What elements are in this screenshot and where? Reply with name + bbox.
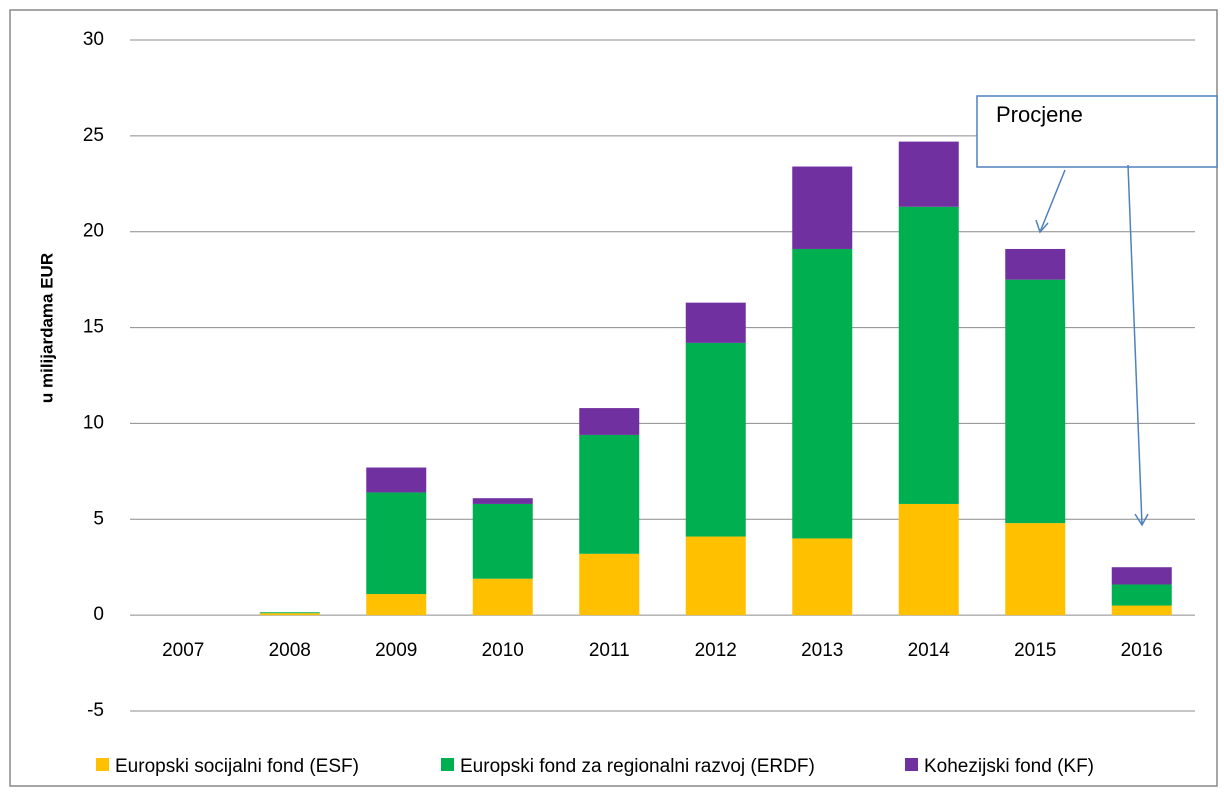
callout-box xyxy=(976,95,1218,168)
bar-segment xyxy=(685,302,746,343)
bar-segment xyxy=(1005,248,1066,280)
bar-segment xyxy=(579,553,640,616)
bar-segment xyxy=(259,612,320,614)
bar-segment xyxy=(472,498,533,504)
y-tick-label: 0 xyxy=(93,604,104,625)
bar-segment xyxy=(685,342,746,537)
x-tick-label: 2009 xyxy=(375,640,417,661)
bar-segment xyxy=(472,578,533,616)
y-tick-label: 5 xyxy=(93,508,104,529)
bar-segment xyxy=(1005,523,1066,616)
legend-swatch xyxy=(905,758,918,771)
x-tick-label: 2014 xyxy=(908,640,951,661)
x-tick-label: 2012 xyxy=(695,640,737,661)
bar-segment xyxy=(1111,584,1172,606)
bar-segment xyxy=(366,594,427,616)
plot-area: -5 0 5 10 15 20 25 30 2007 2008 2009 2010 2011 2012 20… xyxy=(83,29,1195,721)
bar-segment xyxy=(685,536,746,616)
legend-label: Europski socijalni fond (ESF) xyxy=(115,756,359,777)
legend-label: Europski fond za regionalni razvoj (ERDF… xyxy=(460,756,815,777)
y-tick-label: 25 xyxy=(83,125,104,146)
bar-segment xyxy=(792,166,853,249)
x-tick-label: 2013 xyxy=(801,640,843,661)
legend: Europski socijalni fond (ESF) Europski fo… xyxy=(96,756,1094,777)
x-tick-label: 2011 xyxy=(589,640,630,661)
bar-segment xyxy=(1111,567,1172,585)
x-tick-label: 2015 xyxy=(1014,640,1056,661)
bar-segment xyxy=(579,434,640,554)
legend-swatch xyxy=(441,758,454,771)
callout-arrows xyxy=(1035,164,1149,527)
y-tick-label: 10 xyxy=(83,412,104,433)
x-tick-label: 2010 xyxy=(482,640,524,661)
bar-segment xyxy=(259,613,320,616)
bar-segment xyxy=(898,141,959,207)
bar-segment xyxy=(792,538,853,616)
x-tick-label: 2008 xyxy=(269,640,311,661)
bar-segment xyxy=(1111,605,1172,616)
annotation: Procjene xyxy=(996,102,1083,127)
bar-segment xyxy=(898,503,959,616)
bar-segment xyxy=(792,248,853,539)
x-tick-label: 2016 xyxy=(1121,640,1163,661)
y-tick-label: 20 xyxy=(83,221,104,242)
bar-segment xyxy=(366,492,427,595)
bar-segment xyxy=(579,408,640,435)
bar-segment xyxy=(472,503,533,579)
bar-segment xyxy=(366,467,427,493)
y-tick-label: 15 xyxy=(83,317,104,338)
bar-segment xyxy=(1005,279,1066,524)
legend-label: Kohezijski fond (KF) xyxy=(924,756,1094,777)
y-tick-label: 30 xyxy=(83,29,104,50)
y-axis-label: u milijardama EUR xyxy=(37,253,56,403)
bar-segment xyxy=(898,206,959,504)
y-tick-label: -5 xyxy=(87,700,104,721)
x-tick-label: 2007 xyxy=(162,640,204,661)
legend-swatch xyxy=(96,758,109,771)
